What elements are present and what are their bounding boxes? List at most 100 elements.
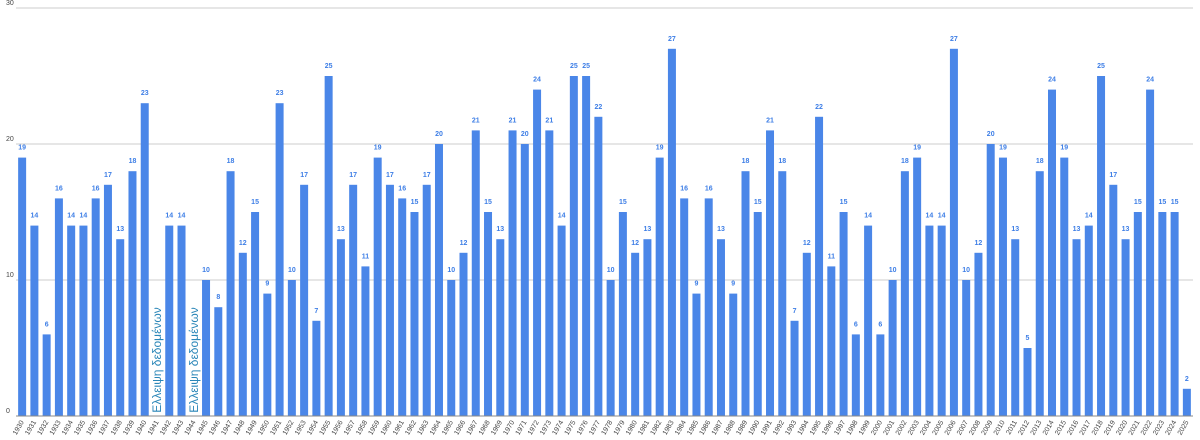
bar xyxy=(18,157,27,416)
x-tick-label: 2025 xyxy=(1177,419,1191,436)
x-tick-label: 1999 xyxy=(858,419,872,436)
x-tick-label: 1938 xyxy=(110,419,124,436)
x-tick-label: 1944 xyxy=(184,419,198,436)
value-label: 13 xyxy=(1073,226,1081,233)
bar xyxy=(1109,184,1118,416)
bar xyxy=(864,225,873,416)
x-tick-label: 1935 xyxy=(73,419,87,436)
bar xyxy=(336,239,345,416)
bar xyxy=(643,239,652,416)
value-label: 13 xyxy=(496,226,504,233)
bar xyxy=(324,76,333,416)
bar xyxy=(300,184,309,416)
x-tick-label: 1980 xyxy=(625,419,639,436)
x-tick-label: 1967 xyxy=(466,419,480,436)
bar xyxy=(545,130,554,416)
x-tick-label: 1936 xyxy=(86,419,100,436)
value-label: 14 xyxy=(558,213,566,220)
x-tick-label: 1954 xyxy=(306,419,320,436)
x-tick-label: 1976 xyxy=(576,419,590,436)
bar xyxy=(851,334,860,416)
value-label: 6 xyxy=(45,321,49,328)
x-tick-label: 1964 xyxy=(429,419,443,436)
value-label: 21 xyxy=(472,117,480,124)
y-tick-label: 30 xyxy=(6,0,14,7)
x-tick-label: 2023 xyxy=(1152,419,1166,436)
x-tick-label: 1972 xyxy=(527,419,541,436)
value-label: 19 xyxy=(999,145,1007,152)
bar xyxy=(1023,348,1032,416)
bar xyxy=(214,307,223,416)
value-label: 14 xyxy=(1085,213,1093,220)
value-label: 14 xyxy=(165,213,173,220)
value-label: 16 xyxy=(398,185,406,192)
value-label: 14 xyxy=(926,213,934,220)
value-label: 10 xyxy=(202,267,210,274)
x-tick-label: 1939 xyxy=(122,419,136,436)
x-tick-label: 1958 xyxy=(355,419,369,436)
bar xyxy=(667,48,676,417)
bar xyxy=(680,198,689,416)
x-tick-label: 1991 xyxy=(760,419,774,436)
x-tick-label: 2001 xyxy=(883,419,897,436)
value-label: 11 xyxy=(828,253,836,260)
value-label: 15 xyxy=(484,199,492,206)
value-label: 17 xyxy=(386,172,394,179)
value-label: 2 xyxy=(1185,376,1189,383)
value-label: 15 xyxy=(754,199,762,206)
x-tick-label: 1971 xyxy=(515,419,529,436)
bar xyxy=(79,225,88,416)
bar xyxy=(275,103,284,416)
bar xyxy=(729,293,738,416)
bar xyxy=(1035,171,1044,416)
x-tick-label: 1946 xyxy=(208,419,222,436)
bar xyxy=(349,184,358,416)
value-label: 15 xyxy=(1171,199,1179,206)
x-tick-label: 1982 xyxy=(650,419,664,436)
bar xyxy=(655,157,664,416)
bar xyxy=(508,130,517,416)
value-label: 17 xyxy=(423,172,431,179)
x-tick-label: 1952 xyxy=(282,419,296,436)
x-tick-label: 1930 xyxy=(12,419,26,436)
bar xyxy=(484,212,493,416)
bar xyxy=(1084,225,1093,416)
x-tick-label: 2024 xyxy=(1164,419,1178,436)
value-label: 5 xyxy=(1026,335,1030,342)
x-tick-label: 1968 xyxy=(478,419,492,436)
x-tick-label: 1959 xyxy=(368,419,382,436)
value-label: 10 xyxy=(447,267,455,274)
value-label: 10 xyxy=(889,267,897,274)
bar xyxy=(827,266,836,416)
value-label: 13 xyxy=(717,226,725,233)
value-label: 15 xyxy=(1158,199,1166,206)
bar xyxy=(753,212,762,416)
value-label: 16 xyxy=(55,185,63,192)
value-label: 13 xyxy=(644,226,652,233)
bar xyxy=(385,184,394,416)
bar xyxy=(815,116,824,417)
x-tick-label: 2005 xyxy=(932,419,946,436)
value-label: 14 xyxy=(67,213,75,220)
value-label: 7 xyxy=(314,308,318,315)
bar xyxy=(238,252,247,416)
x-tick-label: 2019 xyxy=(1103,419,1117,436)
x-tick-label: 1943 xyxy=(171,419,185,436)
value-label: 19 xyxy=(656,145,664,152)
y-tick-label: 10 xyxy=(6,272,14,279)
x-tick-label: 2020 xyxy=(1115,419,1129,436)
x-tick-label: 1950 xyxy=(257,419,271,436)
value-label: 13 xyxy=(1011,226,1019,233)
bar xyxy=(410,212,419,416)
bar xyxy=(1182,388,1191,416)
x-tick-label: 1963 xyxy=(417,419,431,436)
x-tick-label: 2018 xyxy=(1091,419,1105,436)
bar xyxy=(1133,212,1142,416)
bar xyxy=(1146,89,1155,416)
bar xyxy=(741,171,750,416)
bar xyxy=(312,320,321,416)
x-tick-label: 1934 xyxy=(61,419,75,436)
x-tick-label: 1956 xyxy=(331,419,345,436)
x-tick-label: 1992 xyxy=(772,419,786,436)
value-label: 16 xyxy=(92,185,100,192)
